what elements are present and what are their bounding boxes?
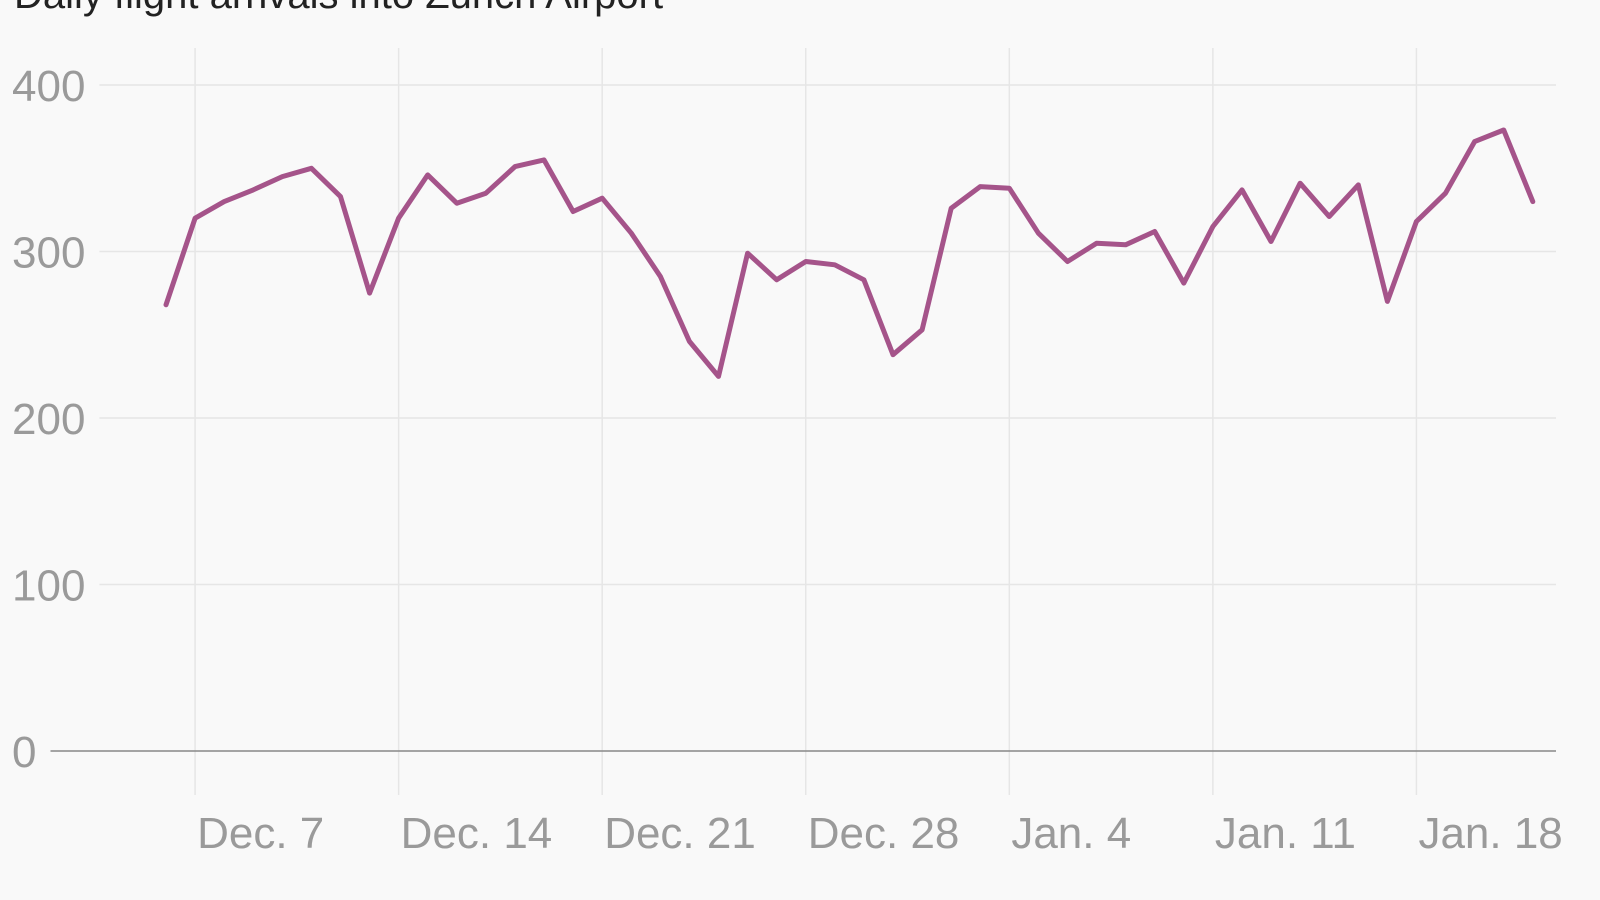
y-tick-label: 200: [12, 395, 85, 444]
x-tick-label: Dec. 21: [604, 809, 756, 858]
x-tick-label: Dec. 7: [197, 809, 324, 858]
y-tick-label: 300: [12, 229, 85, 278]
x-tick-label: Dec. 14: [401, 809, 553, 858]
x-tick-label: Dec. 28: [808, 809, 960, 858]
x-tick-label: Jan. 11: [1215, 809, 1356, 858]
y-tick-label: 0: [12, 728, 36, 777]
chart-title: Daily flight arrivals into Zurich Airpor…: [14, 0, 663, 17]
y-tick-label: 400: [12, 62, 85, 111]
data-line: [163, 127, 1536, 379]
x-tick-label: Jan. 18: [1418, 809, 1562, 858]
x-tick-label: Jan. 4: [1011, 809, 1131, 858]
y-tick-label: 100: [12, 562, 85, 611]
